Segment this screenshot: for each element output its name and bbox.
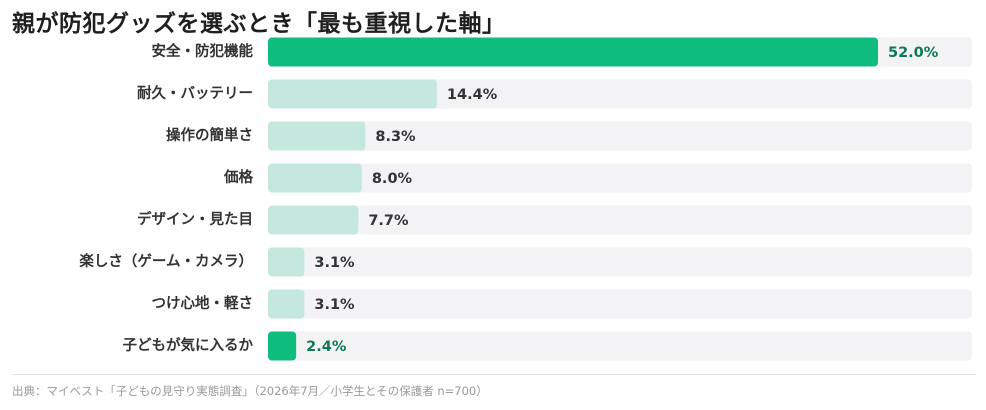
category-label: 耐久・バッテリー [137,84,253,102]
value-label: 14.4% [447,87,498,103]
bar [268,79,437,109]
value-label: 7.7% [368,213,409,229]
category-label: 安全・防犯機能 [152,42,254,60]
bar-track [268,121,972,151]
bar-track [268,289,972,319]
category-label: デザイン・見た目 [137,210,253,228]
value-label: 8.3% [375,129,416,145]
category-label: 楽しさ（ゲーム・カメラ） [79,252,253,270]
value-label: 3.1% [314,297,355,313]
bar-track [268,163,972,193]
category-label: 操作の簡単さ [166,126,253,144]
bar-track [268,205,972,235]
bar-track [268,247,972,277]
bar-track [268,79,972,109]
bar [268,247,305,277]
chart-title: 親が防犯グッズを選ぶとき「最も重視した軸」 [12,11,506,37]
bar-track [268,331,972,361]
category-label: 子どもが気に入るか [123,336,254,354]
bar [268,121,366,151]
bar [268,163,362,193]
value-label: 52.0% [888,45,939,61]
category-label: つけ心地・軽さ [152,294,254,312]
footer-divider [12,374,976,375]
bar [268,205,359,235]
bar [268,289,305,319]
category-label: 価格 [223,168,253,186]
value-label: 2.4% [306,339,347,355]
value-label: 3.1% [314,255,355,271]
bar [268,331,297,361]
value-label: 8.0% [372,171,413,187]
bar-chart: 安全・防犯機能 52.0% 耐久・バッテリー 14.4% 操作の簡単さ 8.3% 価格 8.0… [79,37,972,361]
bar [268,37,878,67]
source-note: 出典：マイベスト「子どもの見守り実態調査」（2026年7月／小学生とその保護者 … [12,384,488,398]
